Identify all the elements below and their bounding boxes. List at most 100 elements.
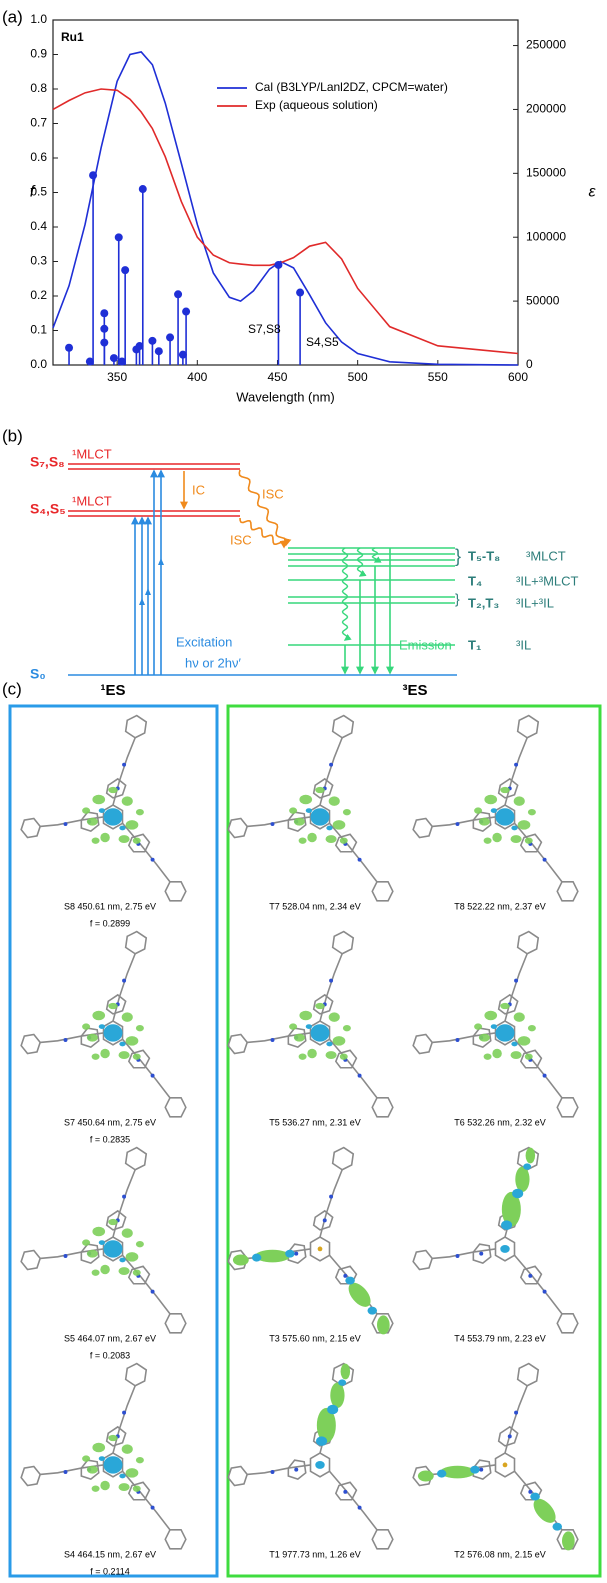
molecule bbox=[228, 1364, 393, 1549]
page-body: { "panel_labels": ["(a)", "(b)", "(c)"],… bbox=[0, 0, 607, 1578]
panel-label: (c) bbox=[2, 679, 22, 698]
legend-label: Cal (B3LYP/Lanl2DZ, CPCM=water) bbox=[255, 80, 448, 94]
excitation-arrowhead bbox=[158, 558, 164, 565]
photon-label: hν or 2hν′ bbox=[185, 655, 241, 670]
stem-dot bbox=[296, 289, 304, 297]
x-tick-label: 500 bbox=[348, 370, 368, 384]
brace: } bbox=[455, 591, 460, 607]
orbital-density bbox=[82, 1435, 144, 1492]
y-tick-label: 0.7 bbox=[30, 116, 47, 130]
orbital-density bbox=[82, 787, 144, 844]
state-caption: T5 536.27 nm, 2.31 eV bbox=[269, 1117, 361, 1127]
orbital-density bbox=[289, 787, 351, 844]
y2-tick-label: 100000 bbox=[526, 229, 566, 243]
excitation-label: Excitation bbox=[176, 634, 232, 649]
triplet-character: ³IL+³IL bbox=[516, 595, 554, 610]
excited-states: ¹ES ³ES S8 450.61 nm, 2.75 eV f = 0.2899 S7 … bbox=[10, 682, 600, 1576]
legend-label: Exp (aqueous solution) bbox=[255, 98, 378, 112]
triplet-character: ³IL bbox=[516, 637, 531, 652]
molecule bbox=[228, 716, 393, 901]
stem-dot bbox=[166, 333, 174, 341]
y-tick-label: 0.4 bbox=[30, 219, 47, 233]
molecule bbox=[413, 1148, 578, 1333]
isc-label: ISC bbox=[230, 532, 252, 547]
figure: (a)(b)(c)3504004505005506000.00.10.20.30… bbox=[0, 0, 607, 1578]
triplet-state: T₁ bbox=[468, 637, 481, 652]
x-tick-label: 400 bbox=[187, 370, 207, 384]
panel-label: (b) bbox=[2, 426, 23, 445]
triplet-character: ³MLCT bbox=[526, 548, 566, 563]
y2-tick-label: 150000 bbox=[526, 166, 566, 180]
stem-dot bbox=[274, 261, 282, 269]
state-caption: T2 576.08 nm, 2.15 eV bbox=[454, 1549, 546, 1559]
state-caption: S7 450.64 nm, 2.75 eV bbox=[64, 1117, 156, 1127]
excitation-arrowhead bbox=[145, 588, 151, 595]
oscillator-strength: f = 0.2114 bbox=[90, 1566, 130, 1576]
state-caption: T8 522.22 nm, 2.37 eV bbox=[454, 901, 546, 911]
y2-tick-label: 200000 bbox=[526, 102, 566, 116]
line-series bbox=[53, 89, 518, 354]
triplet-character: ³IL+³MLCT bbox=[516, 573, 579, 588]
state-caption: T7 528.04 nm, 2.34 eV bbox=[269, 901, 361, 911]
stem-dot bbox=[89, 171, 97, 179]
orbital-density bbox=[289, 1003, 351, 1060]
y-tick-label: 1.0 bbox=[30, 12, 47, 26]
stem-dot bbox=[100, 309, 108, 317]
x-tick-label: 550 bbox=[428, 370, 448, 384]
brace: } bbox=[455, 546, 461, 566]
oscillator-strength: f = 0.2899 bbox=[90, 918, 130, 928]
state-caption: S5 464.07 nm, 2.67 eV bbox=[64, 1333, 156, 1343]
y-tick-label: 0.8 bbox=[30, 81, 47, 95]
x-tick-label: 450 bbox=[267, 370, 287, 384]
triplet-state: T₂,T₃ bbox=[468, 595, 499, 610]
nonradiative-decay bbox=[343, 548, 348, 640]
triplet-header: ³ES bbox=[402, 682, 427, 699]
nonradiative-decay bbox=[358, 548, 363, 576]
singlet-state: S₇,S₈ bbox=[30, 454, 65, 470]
y2-tick-label: 50000 bbox=[526, 293, 560, 307]
stem-dot bbox=[174, 290, 182, 298]
excitation-arrowhead bbox=[139, 598, 145, 605]
state-caption: S4 464.15 nm, 2.67 eV bbox=[64, 1549, 156, 1559]
y-tick-label: 0.9 bbox=[30, 47, 47, 61]
orbital-density bbox=[418, 1466, 575, 1551]
stem-dot bbox=[115, 233, 123, 241]
stem-dot bbox=[65, 344, 73, 352]
orbital-density bbox=[82, 1003, 144, 1060]
stem-dot bbox=[155, 347, 163, 355]
triplet-state: T₄ bbox=[468, 573, 482, 588]
molecule bbox=[228, 932, 393, 1117]
singlet-state: S₄,S₅ bbox=[30, 501, 66, 517]
stem-dot bbox=[182, 308, 190, 316]
state-caption: T4 553.79 nm, 2.23 eV bbox=[454, 1333, 546, 1343]
y-tick-label: 0.1 bbox=[30, 323, 47, 337]
orbital-density bbox=[474, 787, 536, 844]
y-tick-label: 0.6 bbox=[30, 150, 47, 164]
state-caption: S8 450.61 nm, 2.75 eV bbox=[64, 901, 156, 911]
stem-dot bbox=[148, 337, 156, 345]
x-tick-label: 600 bbox=[508, 370, 528, 384]
singlet-character: ¹MLCT bbox=[72, 493, 112, 508]
singlet-header: ¹ES bbox=[100, 682, 125, 699]
oscillator-strength: f = 0.2083 bbox=[90, 1350, 130, 1360]
orbital-density bbox=[233, 1250, 390, 1335]
ic-label: IC bbox=[192, 482, 205, 497]
y2-tick-label: 0 bbox=[526, 357, 533, 371]
chart-title: Ru1 bbox=[61, 30, 84, 44]
page: Ru1 spectra and excited states html, bod… bbox=[0, 0, 607, 1578]
panel-label: (a) bbox=[2, 7, 23, 26]
emission-label: Emission bbox=[399, 637, 452, 652]
stem-dot bbox=[139, 185, 147, 193]
stem-dot bbox=[110, 354, 118, 362]
isc-label: ISC bbox=[262, 486, 284, 501]
molecule bbox=[413, 716, 578, 901]
molecule bbox=[413, 932, 578, 1117]
orbital-density bbox=[82, 1219, 144, 1276]
y-tick-label: 0.2 bbox=[30, 288, 47, 302]
triplet-box bbox=[228, 706, 600, 1576]
x-tick-label: 350 bbox=[107, 370, 127, 384]
x-axis-label: Wavelength (nm) bbox=[236, 389, 335, 404]
stem-dot bbox=[100, 339, 108, 347]
